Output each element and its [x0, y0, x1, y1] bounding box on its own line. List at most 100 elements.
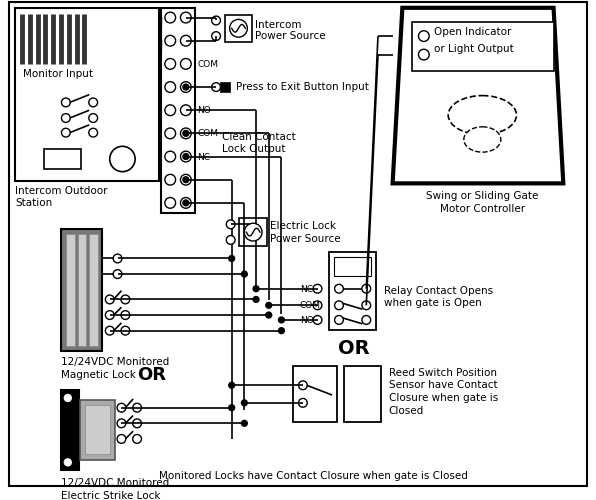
Circle shape	[362, 316, 371, 324]
Polygon shape	[393, 8, 563, 184]
Circle shape	[253, 286, 259, 292]
Circle shape	[89, 98, 98, 107]
Circle shape	[334, 301, 343, 310]
Circle shape	[121, 295, 130, 304]
Text: NO: NO	[300, 316, 313, 325]
Circle shape	[61, 114, 70, 122]
Text: Power Source: Power Source	[255, 31, 325, 41]
Circle shape	[299, 381, 308, 390]
Ellipse shape	[448, 96, 517, 134]
Circle shape	[183, 177, 189, 182]
Bar	[66, 234, 74, 346]
Circle shape	[165, 36, 176, 46]
Circle shape	[418, 50, 429, 60]
Circle shape	[229, 382, 235, 388]
Bar	[293, 366, 337, 422]
Text: Closure when gate is: Closure when gate is	[389, 393, 498, 403]
Circle shape	[165, 105, 176, 116]
Circle shape	[229, 20, 247, 37]
Text: Electric Strike Lock: Electric Strike Lock	[61, 490, 160, 500]
Circle shape	[241, 420, 247, 426]
Bar	[162, 8, 195, 212]
Circle shape	[334, 316, 343, 324]
Circle shape	[165, 174, 176, 185]
Bar	[220, 82, 229, 92]
Circle shape	[117, 419, 126, 428]
Circle shape	[181, 82, 191, 92]
Circle shape	[278, 328, 284, 334]
Circle shape	[181, 58, 191, 70]
Circle shape	[212, 32, 221, 40]
Circle shape	[181, 12, 191, 23]
Circle shape	[266, 302, 272, 308]
Circle shape	[212, 82, 221, 92]
Circle shape	[165, 128, 176, 138]
Text: Power Source: Power Source	[270, 234, 340, 244]
Circle shape	[299, 398, 308, 407]
Circle shape	[133, 434, 141, 444]
Circle shape	[266, 312, 272, 318]
Text: Relay Contact Opens: Relay Contact Opens	[384, 286, 493, 296]
Circle shape	[133, 419, 141, 428]
Circle shape	[313, 301, 322, 310]
Circle shape	[63, 393, 73, 403]
Text: OR: OR	[338, 340, 370, 358]
Circle shape	[244, 224, 262, 241]
Circle shape	[113, 270, 122, 278]
Circle shape	[183, 154, 189, 160]
Circle shape	[89, 114, 98, 122]
Circle shape	[117, 404, 126, 412]
Text: Magnetic Lock: Magnetic Lock	[61, 370, 136, 380]
Bar	[85, 405, 110, 454]
Text: Press to Exit Button Input: Press to Exit Button Input	[235, 82, 368, 92]
Circle shape	[121, 310, 130, 320]
Text: Sensor have Contact: Sensor have Contact	[389, 380, 497, 390]
Text: COM: COM	[197, 130, 219, 138]
Bar	[61, 229, 102, 351]
Circle shape	[226, 236, 235, 244]
Bar	[15, 8, 160, 182]
Circle shape	[181, 105, 191, 116]
Circle shape	[229, 256, 235, 262]
Circle shape	[226, 220, 235, 228]
Circle shape	[334, 284, 343, 293]
Circle shape	[181, 151, 191, 162]
Text: NC: NC	[197, 152, 210, 162]
Text: Intercom: Intercom	[255, 20, 302, 30]
Circle shape	[121, 326, 130, 335]
Circle shape	[117, 434, 126, 444]
Text: OR: OR	[137, 366, 166, 384]
Circle shape	[181, 198, 191, 208]
Circle shape	[362, 301, 371, 310]
Circle shape	[105, 295, 114, 304]
Circle shape	[212, 16, 221, 25]
Circle shape	[241, 400, 247, 406]
Text: Open Indicator: Open Indicator	[433, 28, 511, 38]
Text: Intercom Outdoor: Intercom Outdoor	[15, 186, 108, 196]
Circle shape	[89, 128, 98, 137]
Circle shape	[61, 98, 70, 107]
Text: NC: NC	[300, 285, 313, 294]
Bar	[329, 252, 376, 330]
Text: 12/24VDC Monitored: 12/24VDC Monitored	[61, 478, 169, 488]
Circle shape	[253, 296, 259, 302]
Circle shape	[183, 84, 189, 90]
Circle shape	[165, 151, 176, 162]
Text: COM: COM	[197, 60, 219, 69]
Circle shape	[105, 310, 114, 320]
Circle shape	[241, 271, 247, 277]
Text: Lock Output: Lock Output	[222, 144, 285, 154]
Circle shape	[313, 316, 322, 324]
Circle shape	[183, 200, 189, 206]
Bar	[240, 218, 267, 246]
Text: Closed: Closed	[389, 406, 424, 416]
Circle shape	[133, 404, 141, 412]
Text: 12/24VDC Monitored: 12/24VDC Monitored	[61, 357, 169, 367]
Text: Reed Switch Position: Reed Switch Position	[389, 368, 496, 378]
Text: Monitored Locks have Contact Closure when gate is Closed: Monitored Locks have Contact Closure whe…	[159, 471, 467, 481]
Bar	[225, 14, 252, 42]
Text: Clean Contact: Clean Contact	[222, 132, 296, 141]
Bar	[89, 234, 98, 346]
Text: Station: Station	[15, 198, 52, 208]
Circle shape	[165, 82, 176, 92]
